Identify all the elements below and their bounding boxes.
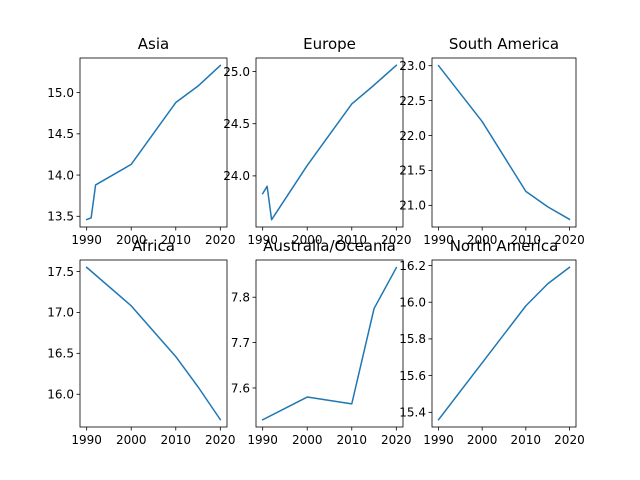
y-tick-label: 7.6 xyxy=(231,381,250,395)
x-tick-label: 2020 xyxy=(381,233,412,247)
y-tick-label: 16.2 xyxy=(399,259,426,273)
chart-title: Africa xyxy=(132,237,175,255)
chart-title: Australia/Oceania xyxy=(263,237,396,255)
y-tick-label: 17.0 xyxy=(47,306,74,320)
x-tick-label: 2020 xyxy=(554,433,585,447)
y-tick-label: 17.5 xyxy=(47,265,74,279)
y-tick-label: 22.0 xyxy=(399,129,426,143)
x-tick-label: 2000 xyxy=(467,433,498,447)
x-tick-label: 2010 xyxy=(160,233,191,247)
axes-frame-south-america xyxy=(431,57,577,228)
x-tick-label: 2020 xyxy=(381,433,412,447)
series-line-south-america xyxy=(437,64,571,221)
x-tick-label: 1990 xyxy=(423,233,454,247)
y-tick-label: 7.8 xyxy=(231,291,250,305)
axes-frame-europe xyxy=(255,57,404,228)
series-line-europe xyxy=(261,64,398,221)
y-tick-label: 24.5 xyxy=(223,117,250,131)
panel-north-america: 1990 2000 2010 2020 15.4 15.6 15.8 16.0 16.2 Nort… xyxy=(399,237,584,447)
x-tick-label: 2010 xyxy=(511,433,542,447)
panel-asia: 1990 2000 2010 2020 13.5 14.0 14.5 15.0 Asia xyxy=(47,35,235,247)
x-tick-label: 2000 xyxy=(292,433,323,447)
x-tick-label: 2010 xyxy=(336,433,367,447)
x-tick-label: 1990 xyxy=(247,233,278,247)
series-line-australia-oceania xyxy=(261,266,398,421)
x-tick-label: 1990 xyxy=(247,433,278,447)
x-tick-label: 1990 xyxy=(71,433,102,447)
x-tick-label: 2000 xyxy=(292,233,323,247)
chart-title: South America xyxy=(449,35,559,53)
panel-africa: 1990 2000 2010 2020 16.0 16.5 17.0 17.5 Africa xyxy=(47,237,235,447)
x-tick-label: 2020 xyxy=(554,233,585,247)
axes-frame-north-america xyxy=(431,259,577,428)
y-tick-label: 21.5 xyxy=(399,164,426,178)
y-tick-label: 21.0 xyxy=(399,199,426,213)
y-tick-label: 16.5 xyxy=(47,347,74,361)
x-tick-label: 1990 xyxy=(423,433,454,447)
x-tick-label: 2000 xyxy=(467,233,498,247)
y-tick-label: 22.5 xyxy=(399,94,426,108)
y-tick-label: 23.0 xyxy=(399,59,426,73)
y-tick-label: 16.0 xyxy=(399,296,426,310)
y-tick-label: 15.8 xyxy=(399,332,426,346)
x-tick-label: 2000 xyxy=(116,233,147,247)
x-tick-label: 2020 xyxy=(205,233,236,247)
axes-frame-asia xyxy=(79,57,228,228)
y-tick-label: 7.7 xyxy=(231,336,250,350)
axes-frame-africa xyxy=(79,259,228,428)
x-tick-label: 2000 xyxy=(116,433,147,447)
y-tick-label: 16.0 xyxy=(47,388,74,402)
chart-title: Europe xyxy=(303,35,356,53)
y-tick-label: 24.0 xyxy=(223,169,250,183)
y-tick-label: 15.4 xyxy=(399,406,426,420)
axes-frame-australia-oceania xyxy=(255,259,404,428)
x-tick-label: 2020 xyxy=(205,433,236,447)
panel-south-america: 1990 2000 2010 2020 21.0 21.5 22.0 22.5 23.0 Sout… xyxy=(399,35,584,247)
y-tick-label: 14.0 xyxy=(47,168,74,182)
x-tick-label: 2010 xyxy=(160,433,191,447)
series-line-north-america xyxy=(437,266,571,421)
x-tick-label: 2010 xyxy=(511,233,542,247)
series-line-asia xyxy=(85,64,222,221)
x-tick-label: 1990 xyxy=(71,233,102,247)
y-tick-label: 15.0 xyxy=(47,86,74,100)
y-tick-label: 13.5 xyxy=(47,210,74,224)
y-tick-label: 14.5 xyxy=(47,127,74,141)
chart-title: North America xyxy=(450,237,559,255)
y-tick-label: 15.6 xyxy=(399,369,426,383)
panel-australia-oceania: 1990 2000 2010 2020 7.6 7.7 7.8 Australia/Ocean… xyxy=(231,237,412,447)
series-line-africa xyxy=(85,266,222,421)
x-tick-label: 2010 xyxy=(336,233,367,247)
panel-europe: 1990 2000 2010 2020 24.0 24.5 25.0 Europe xyxy=(223,35,411,247)
y-tick-label: 25.0 xyxy=(223,65,250,79)
chart-title: Asia xyxy=(138,35,169,53)
